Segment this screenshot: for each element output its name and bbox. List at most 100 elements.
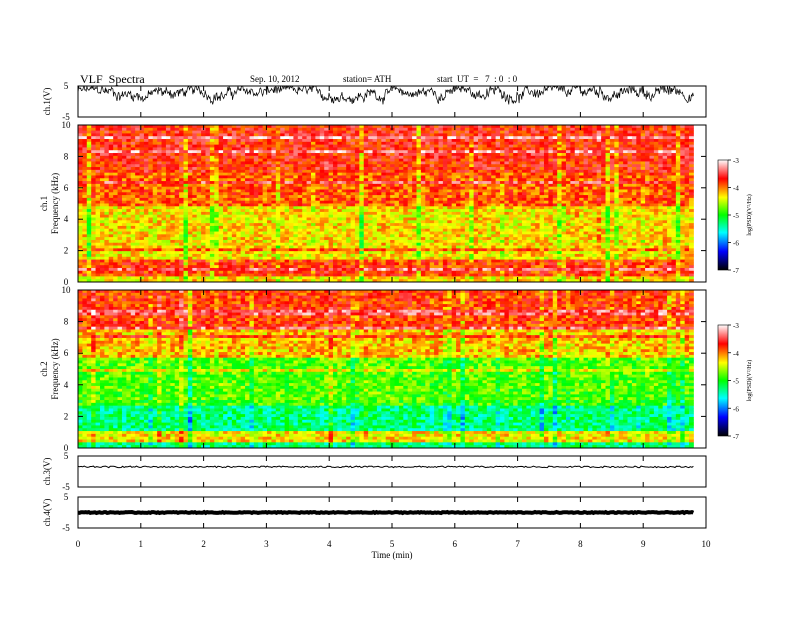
spectrogram-cell <box>628 167 633 170</box>
spectrogram-cell <box>78 161 83 164</box>
spectrogram-cell <box>78 181 83 184</box>
spectrogram-cell <box>153 131 158 134</box>
spectrogram-cell <box>570 215 575 218</box>
spectrogram-cell <box>135 206 140 209</box>
spectrogram-cell <box>628 218 633 221</box>
spectrogram-cell <box>496 178 501 181</box>
spectrogram-cell <box>333 223 338 226</box>
spectrogram-cell <box>280 173 285 176</box>
spectrogram-cell <box>135 223 140 226</box>
spectrogram-cell <box>153 215 158 218</box>
spectrogram-cell <box>166 220 171 223</box>
spectrogram-cell <box>482 178 487 181</box>
spectrogram-cell <box>513 212 518 215</box>
spectrogram-cell <box>346 187 351 190</box>
spectrogram-cell <box>109 201 114 204</box>
spectrogram-cell <box>592 212 597 215</box>
spectrogram-cell <box>197 161 202 164</box>
spectrogram-cell <box>496 212 501 215</box>
spectrogram-cell <box>368 195 373 198</box>
spectrogram-cell <box>346 175 351 178</box>
spectrogram-cell <box>359 170 364 173</box>
spectrogram-cell <box>526 156 531 159</box>
spectrogram-cell <box>460 170 465 173</box>
spectrogram-cell <box>474 220 479 223</box>
spectrogram-cell <box>355 192 360 195</box>
spectrogram-cell <box>113 161 118 164</box>
spectrogram-cell <box>254 223 259 226</box>
spectrogram-cell <box>588 175 593 178</box>
spectrogram-cell <box>381 209 386 212</box>
spectrogram-cell <box>249 184 254 187</box>
spectrogram-cell <box>658 128 663 131</box>
spectrogram-cell <box>482 195 487 198</box>
spectrogram-cell <box>500 201 505 204</box>
spectrogram-cell <box>575 153 580 156</box>
spectrogram-cell <box>680 139 685 142</box>
spectrogram-cell <box>166 167 171 170</box>
spectrogram-cell <box>500 181 505 184</box>
spectrogram-cell <box>267 147 272 150</box>
spectrogram-cell <box>606 206 611 209</box>
spectrogram-cell <box>324 181 329 184</box>
spectrogram-cell <box>100 150 105 153</box>
spectrogram-cell <box>192 198 197 201</box>
spectrogram-cell <box>632 153 637 156</box>
spectrogram-cell <box>223 187 228 190</box>
spectrogram-cell <box>478 184 483 187</box>
spectrogram-cell <box>421 201 426 204</box>
spectrogram-cell <box>276 223 281 226</box>
spectrogram-cell <box>425 133 430 136</box>
spectrogram-cell <box>271 139 276 142</box>
spectrogram-cell <box>135 153 140 156</box>
spectrogram-cell <box>377 133 382 136</box>
spectrogram-cell <box>175 218 180 221</box>
spectrogram-cell <box>685 159 690 162</box>
spectrogram-cell <box>210 212 215 215</box>
spectrogram-cell <box>201 178 206 181</box>
spectrogram-cell <box>438 167 443 170</box>
spectrogram-cell <box>478 173 483 176</box>
spectrogram-cell <box>302 170 307 173</box>
spectrogram-cell <box>254 145 259 148</box>
spectrogram-cell <box>144 147 149 150</box>
spectrogram-cell <box>118 184 123 187</box>
spectrogram-cell <box>399 142 404 145</box>
spectrogram-cell <box>162 142 167 145</box>
spectrogram-cell <box>320 220 325 223</box>
spectrogram-cell <box>557 159 562 162</box>
spectrogram-cell <box>663 192 668 195</box>
spectrogram-cell <box>614 153 619 156</box>
spectrogram-cell <box>531 145 536 148</box>
spectrogram-cell <box>421 184 426 187</box>
spectrogram-cell <box>513 187 518 190</box>
spectrogram-cell <box>386 195 391 198</box>
spectrogram-cell <box>280 209 285 212</box>
spectrogram-cell <box>82 181 87 184</box>
spectrogram-cell <box>557 153 562 156</box>
spectrogram-cell <box>271 212 276 215</box>
spectrogram-cell <box>685 206 690 209</box>
spectrogram-cell <box>597 147 602 150</box>
spectrogram-cell <box>302 220 307 223</box>
spectrogram-cell <box>623 184 628 187</box>
spectrogram-cell <box>689 131 694 134</box>
spectrogram-cell <box>526 173 531 176</box>
spectrogram-cell <box>614 170 619 173</box>
spectrogram-cell <box>434 133 439 136</box>
spectrogram-cell <box>636 212 641 215</box>
spectrogram-cell <box>381 139 386 142</box>
spectrogram-cell <box>421 198 426 201</box>
spectrogram-cell <box>140 128 145 131</box>
spectrogram-cell <box>175 153 180 156</box>
spectrogram-cell <box>597 192 602 195</box>
spectrogram-cell <box>632 161 637 164</box>
spectrogram-cell <box>465 184 470 187</box>
spectrogram-cell <box>636 218 641 221</box>
spectrogram-cell <box>584 204 589 207</box>
spectrogram-cell <box>570 156 575 159</box>
spectrogram-cell <box>566 167 571 170</box>
spectrogram-cell <box>324 142 329 145</box>
spectrogram-cell <box>395 156 400 159</box>
spectrogram-cell <box>377 187 382 190</box>
